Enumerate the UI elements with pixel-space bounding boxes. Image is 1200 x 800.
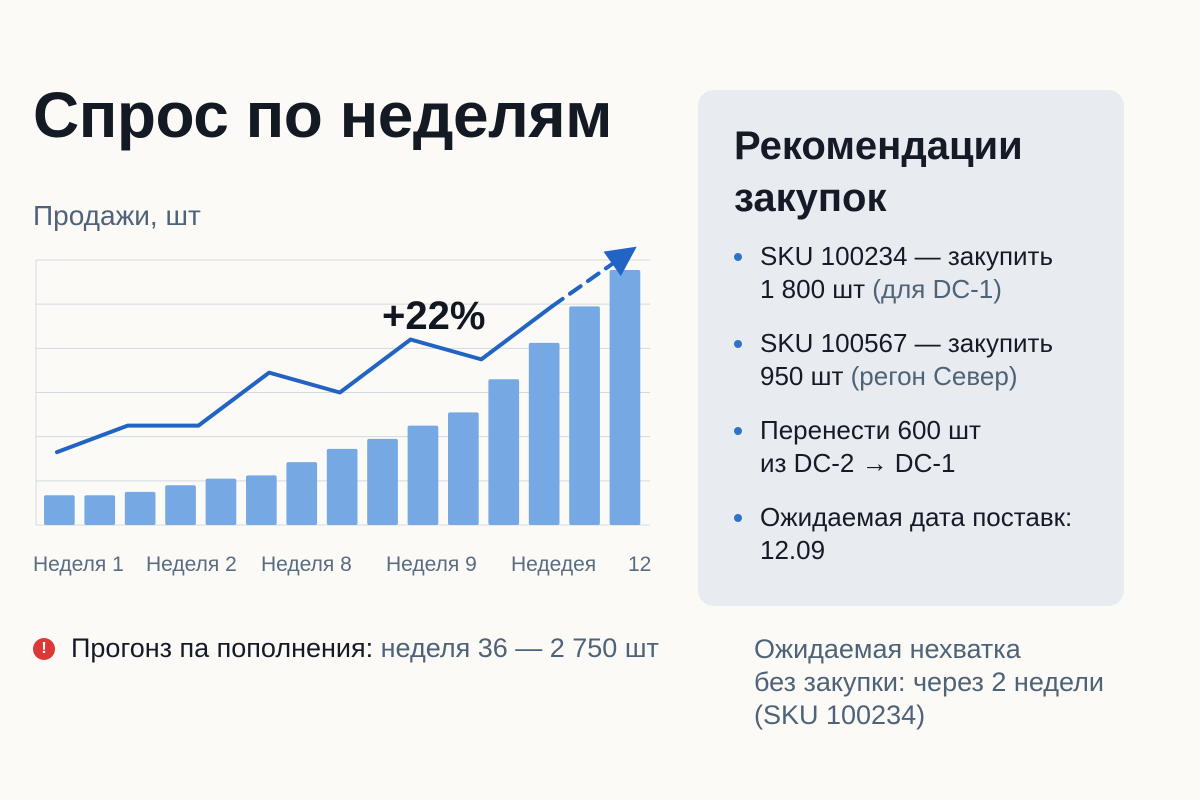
recommendation-line: из DC-2 → DC-1 xyxy=(760,448,956,478)
chart-bar xyxy=(448,412,479,525)
x-tick-label: Неделя 2 xyxy=(146,553,237,576)
recommendation-line: SKU 100567 — закупить xyxy=(760,328,1053,358)
x-tick-label: Недедея xyxy=(511,553,596,576)
chart-x-ticks: Неделя 1 Неделя 2 Неделя 8 Неделя 9 Недедея 1… xyxy=(33,553,651,576)
trend-arrowhead-icon xyxy=(603,246,637,277)
chart-bar xyxy=(367,438,398,525)
recommendation-line: Перенести 600 шт xyxy=(760,415,981,445)
chart-bar xyxy=(528,342,560,525)
chart-bar xyxy=(326,448,358,525)
growth-annotation: +22% xyxy=(382,294,485,338)
chart-bar xyxy=(286,462,318,525)
recommendations-panel: Рекомендации закупок SKU 100234 — закупи… xyxy=(698,90,1124,606)
chart-bar xyxy=(124,491,156,525)
chart-bar xyxy=(569,306,600,525)
recommendation-item: Перенести 600 шт из DC-2 → DC-1 xyxy=(734,414,1114,480)
shortage-note: Ожидаемая нехватка без закупки: через 2 … xyxy=(754,633,1104,732)
x-tick-label: Неделя 8 xyxy=(261,553,352,576)
demand-chart: Неделя 1 Неделя 2 Неделя 8 Неделя 9 Недедея 1… xyxy=(33,246,651,576)
chart-bar xyxy=(205,478,237,525)
forecast-label: Прогонз па пополнения: xyxy=(71,633,374,663)
chart-bars xyxy=(44,269,641,525)
forecast-value: неделя 36 — 2 750 шт xyxy=(380,633,659,663)
bullet-icon xyxy=(734,514,742,522)
chart-bar xyxy=(165,485,196,525)
recommendations-title: Рекомендации закупок xyxy=(734,124,1023,220)
bullet-icon xyxy=(734,340,742,348)
bullet-icon xyxy=(734,427,742,435)
recommendation-item: SKU 100567 — закупить 950 шт (регон Севе… xyxy=(734,327,1114,393)
recommendation-line: 12.09 xyxy=(760,535,826,565)
chart-bar xyxy=(84,495,116,525)
projected-trend-line xyxy=(550,255,624,309)
recommendation-item: Ожидаемая дата поставк: 12.09 xyxy=(734,501,1114,567)
chart-line xyxy=(55,246,637,455)
alert-icon: ! xyxy=(33,637,55,660)
chart-bar xyxy=(44,495,75,525)
shortage-line: (SKU 100234) xyxy=(754,700,926,730)
chart-bar xyxy=(609,269,641,525)
recommendations-list: SKU 100234 — закупить 1 800 шт (для DC-1… xyxy=(734,240,1114,588)
page-title: Спрос по неделям xyxy=(33,79,612,151)
shortage-line: без закупки: через 2 недели xyxy=(754,667,1104,697)
chart-bar xyxy=(488,379,520,525)
recommendation-line: Ожидаемая дата поставк: xyxy=(760,502,1073,532)
x-tick-label: 12 xyxy=(628,553,651,576)
recommendation-line: SKU 100234 — закупить xyxy=(760,241,1053,271)
recommendation-item: SKU 100234 — закупить 1 800 шт (для DC-1… xyxy=(734,240,1114,306)
recommendation-line: 950 шт xyxy=(760,361,844,391)
bullet-icon xyxy=(734,253,742,261)
recommendation-line: 1 800 шт xyxy=(760,274,866,304)
recommendation-note: (для DC-1) xyxy=(872,274,1002,304)
forecast-row: ! Прогонз па пополнения: неделя 36 — 2 7… xyxy=(33,633,659,664)
x-tick-label: Неделя 1 xyxy=(33,553,124,576)
trend-line xyxy=(55,304,554,455)
shortage-line: Ожидаемая нехватка xyxy=(754,634,1021,664)
recommendation-note: (регон Север) xyxy=(850,361,1018,391)
chart-bar xyxy=(407,425,439,525)
x-tick-label: Неделя 9 xyxy=(386,553,477,576)
chart-y-axis-label: Продажи, шт xyxy=(33,200,201,231)
chart-bar xyxy=(246,475,277,525)
